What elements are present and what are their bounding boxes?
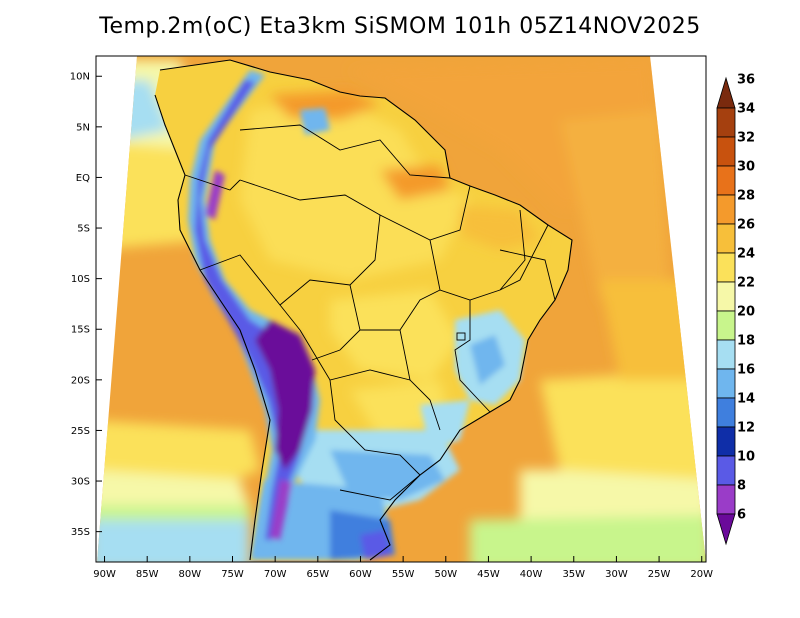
lon-tick-label: 90W (93, 569, 116, 580)
colorbar-swatch (716, 107, 736, 138)
colorbar-swatch (716, 136, 736, 167)
colorbar-label: 34 (737, 102, 755, 117)
lon-tick-label: 45W (477, 569, 500, 580)
colorbar-label: 30 (737, 160, 755, 175)
colorbar-swatch (716, 455, 736, 486)
colorbar-swatch (716, 484, 736, 515)
lon-tick-label: 65W (307, 569, 330, 580)
latitude-axis: 10N 5N EQ 5S 10S 15S 20S 25S 30S 35S (70, 72, 102, 538)
lat-tick-label: 35S (71, 527, 90, 538)
lon-tick-label: 25W (648, 569, 671, 580)
lat-tick-label: 5S (77, 224, 90, 235)
lon-tick-label: 35W (562, 569, 585, 580)
colorbar-label: 8 (737, 479, 746, 494)
lon-tick-label: 70W (264, 569, 287, 580)
lon-tick-label: 60W (349, 569, 372, 580)
colorbar-label: 22 (737, 276, 755, 291)
lon-tick-label: 85W (136, 569, 159, 580)
lat-tick-label: 30S (71, 477, 90, 488)
lon-tick-label: 20W (690, 569, 713, 580)
colorbar-label: 32 (737, 131, 755, 146)
colorbar-swatch (716, 281, 736, 312)
colorbar-label: 24 (737, 247, 755, 262)
lat-tick-label: 5N (76, 122, 90, 133)
colorbar-swatch (716, 165, 736, 196)
lon-tick-label: 50W (434, 569, 457, 580)
colorbar-label: 16 (737, 363, 755, 378)
colorbar-label: 12 (737, 421, 755, 436)
colorbar-swatch (716, 426, 736, 457)
colorbar-label: 6 (737, 508, 746, 523)
colorbar-label: 18 (737, 334, 755, 349)
lat-tick-label: 15S (71, 325, 90, 336)
lon-tick-label: 75W (221, 569, 244, 580)
lat-tick-label: 10N (70, 72, 90, 83)
colorbar-label: 14 (737, 392, 755, 407)
colorbar-swatch (716, 397, 736, 428)
colorbar-swatch (716, 252, 736, 283)
colorbar-bottom-arrow (716, 513, 736, 546)
map-title: Temp.2m(oC) Eta3km SiSMOM 101h 05Z14NOV2… (99, 14, 701, 39)
colorbar-top-arrow (716, 76, 736, 109)
colorbar-swatch (716, 339, 736, 370)
colorbar-swatch (716, 310, 736, 341)
colorbar-label: 10 (737, 450, 755, 465)
colorbar-label: 36 (737, 73, 755, 88)
longitude-axis: 90W 85W 80W 75W 70W 65W 60W 55W 50W 45W 40W 35W 30W 2… (93, 556, 713, 580)
lon-tick-label: 55W (392, 569, 415, 580)
colorbar: 36 34 32 30 28 26 24 22 20 18 16 14 12 10 8 6 (716, 73, 755, 546)
lat-tick-label: EQ (76, 173, 90, 184)
lat-tick-label: 20S (71, 375, 90, 386)
lon-tick-label: 80W (179, 569, 202, 580)
lat-tick-label: 25S (71, 426, 90, 437)
colorbar-label: 28 (737, 189, 755, 204)
lon-tick-label: 40W (520, 569, 543, 580)
lat-tick-label: 10S (71, 274, 90, 285)
colorbar-swatch (716, 223, 736, 254)
lon-tick-label: 30W (605, 569, 628, 580)
colorbar-label: 20 (737, 305, 755, 320)
colorbar-swatch (716, 368, 736, 399)
map-frame (95, 55, 707, 563)
political-boundaries (154, 59, 573, 561)
colorbar-swatch (716, 194, 736, 225)
colorbar-label: 26 (737, 218, 755, 233)
